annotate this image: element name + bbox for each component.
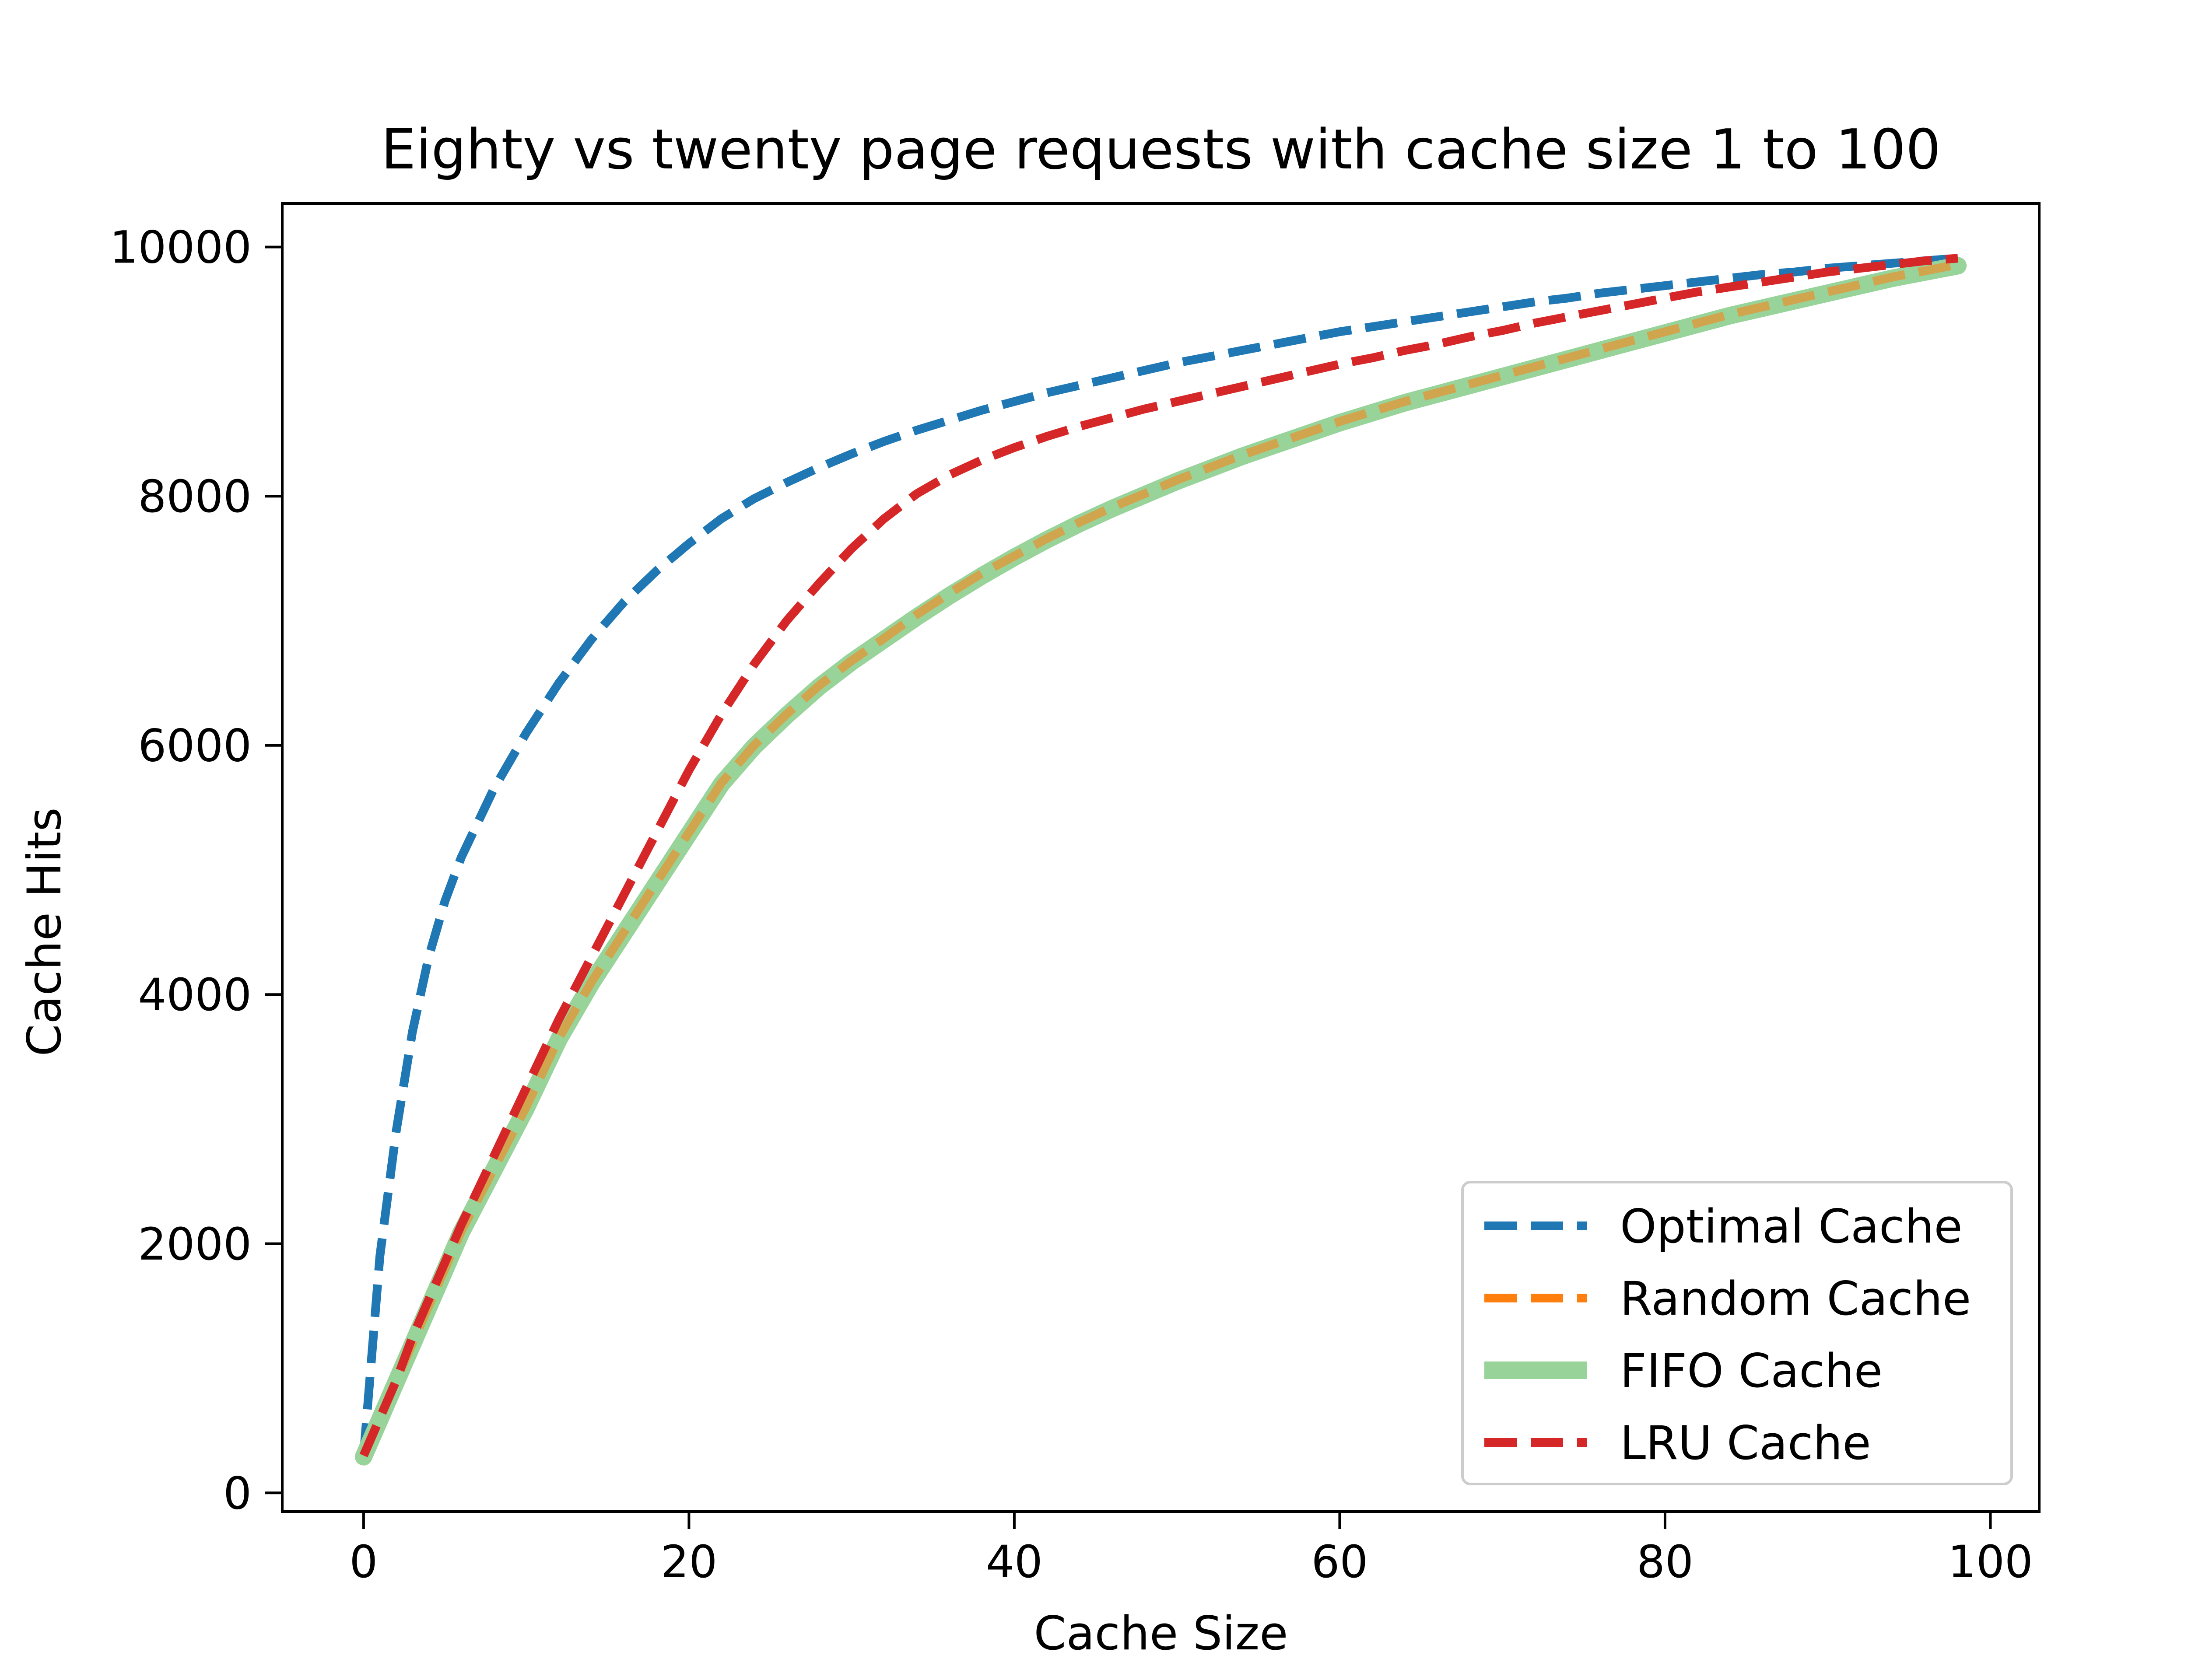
y-tick-label: 8000 xyxy=(138,471,252,523)
y-tick-label: 2000 xyxy=(138,1218,252,1270)
x-tick-label: 60 xyxy=(1311,1536,1368,1588)
x-tick-label: 80 xyxy=(1637,1536,1694,1588)
legend-label: Random Cache xyxy=(1620,1272,1971,1326)
x-axis-ticks: 0 20 40 60 80 100 xyxy=(349,1512,2033,1588)
series-line-random-cache xyxy=(359,260,1959,1457)
y-tick-label: 6000 xyxy=(138,720,252,772)
legend-label: FIFO Cache xyxy=(1620,1344,1883,1398)
y-tick-label: 4000 xyxy=(138,969,252,1021)
x-tick-label: 40 xyxy=(986,1536,1043,1588)
plot-area xyxy=(354,254,1967,1466)
x-tick-label: 0 xyxy=(349,1536,378,1588)
x-axis-label: Cache Size xyxy=(1034,1606,1288,1660)
y-axis-label: Cache Hits xyxy=(18,807,71,1056)
y-tick-label: 0 xyxy=(223,1467,252,1519)
axes-frame xyxy=(281,202,2041,1513)
chart-title: Eighty vs twenty page requests with cach… xyxy=(381,117,1941,182)
legend-box xyxy=(1461,1181,2013,1485)
x-tick-label: 20 xyxy=(660,1536,717,1588)
legend-label: Optimal Cache xyxy=(1620,1200,1963,1253)
y-axis-ticks: 0 2000 4000 6000 8000 10000 xyxy=(110,222,282,1519)
series-line-optimal-cache xyxy=(359,254,1958,1456)
y-tick-label: 10000 xyxy=(110,222,252,274)
series-line-lru-cache xyxy=(359,254,1958,1457)
legend-label: LRU Cache xyxy=(1620,1416,1871,1470)
legend: Optimal Cache Random Cache FIFO Cache LRU C… xyxy=(1461,1181,2013,1485)
x-tick-label: 100 xyxy=(1948,1536,2033,1588)
